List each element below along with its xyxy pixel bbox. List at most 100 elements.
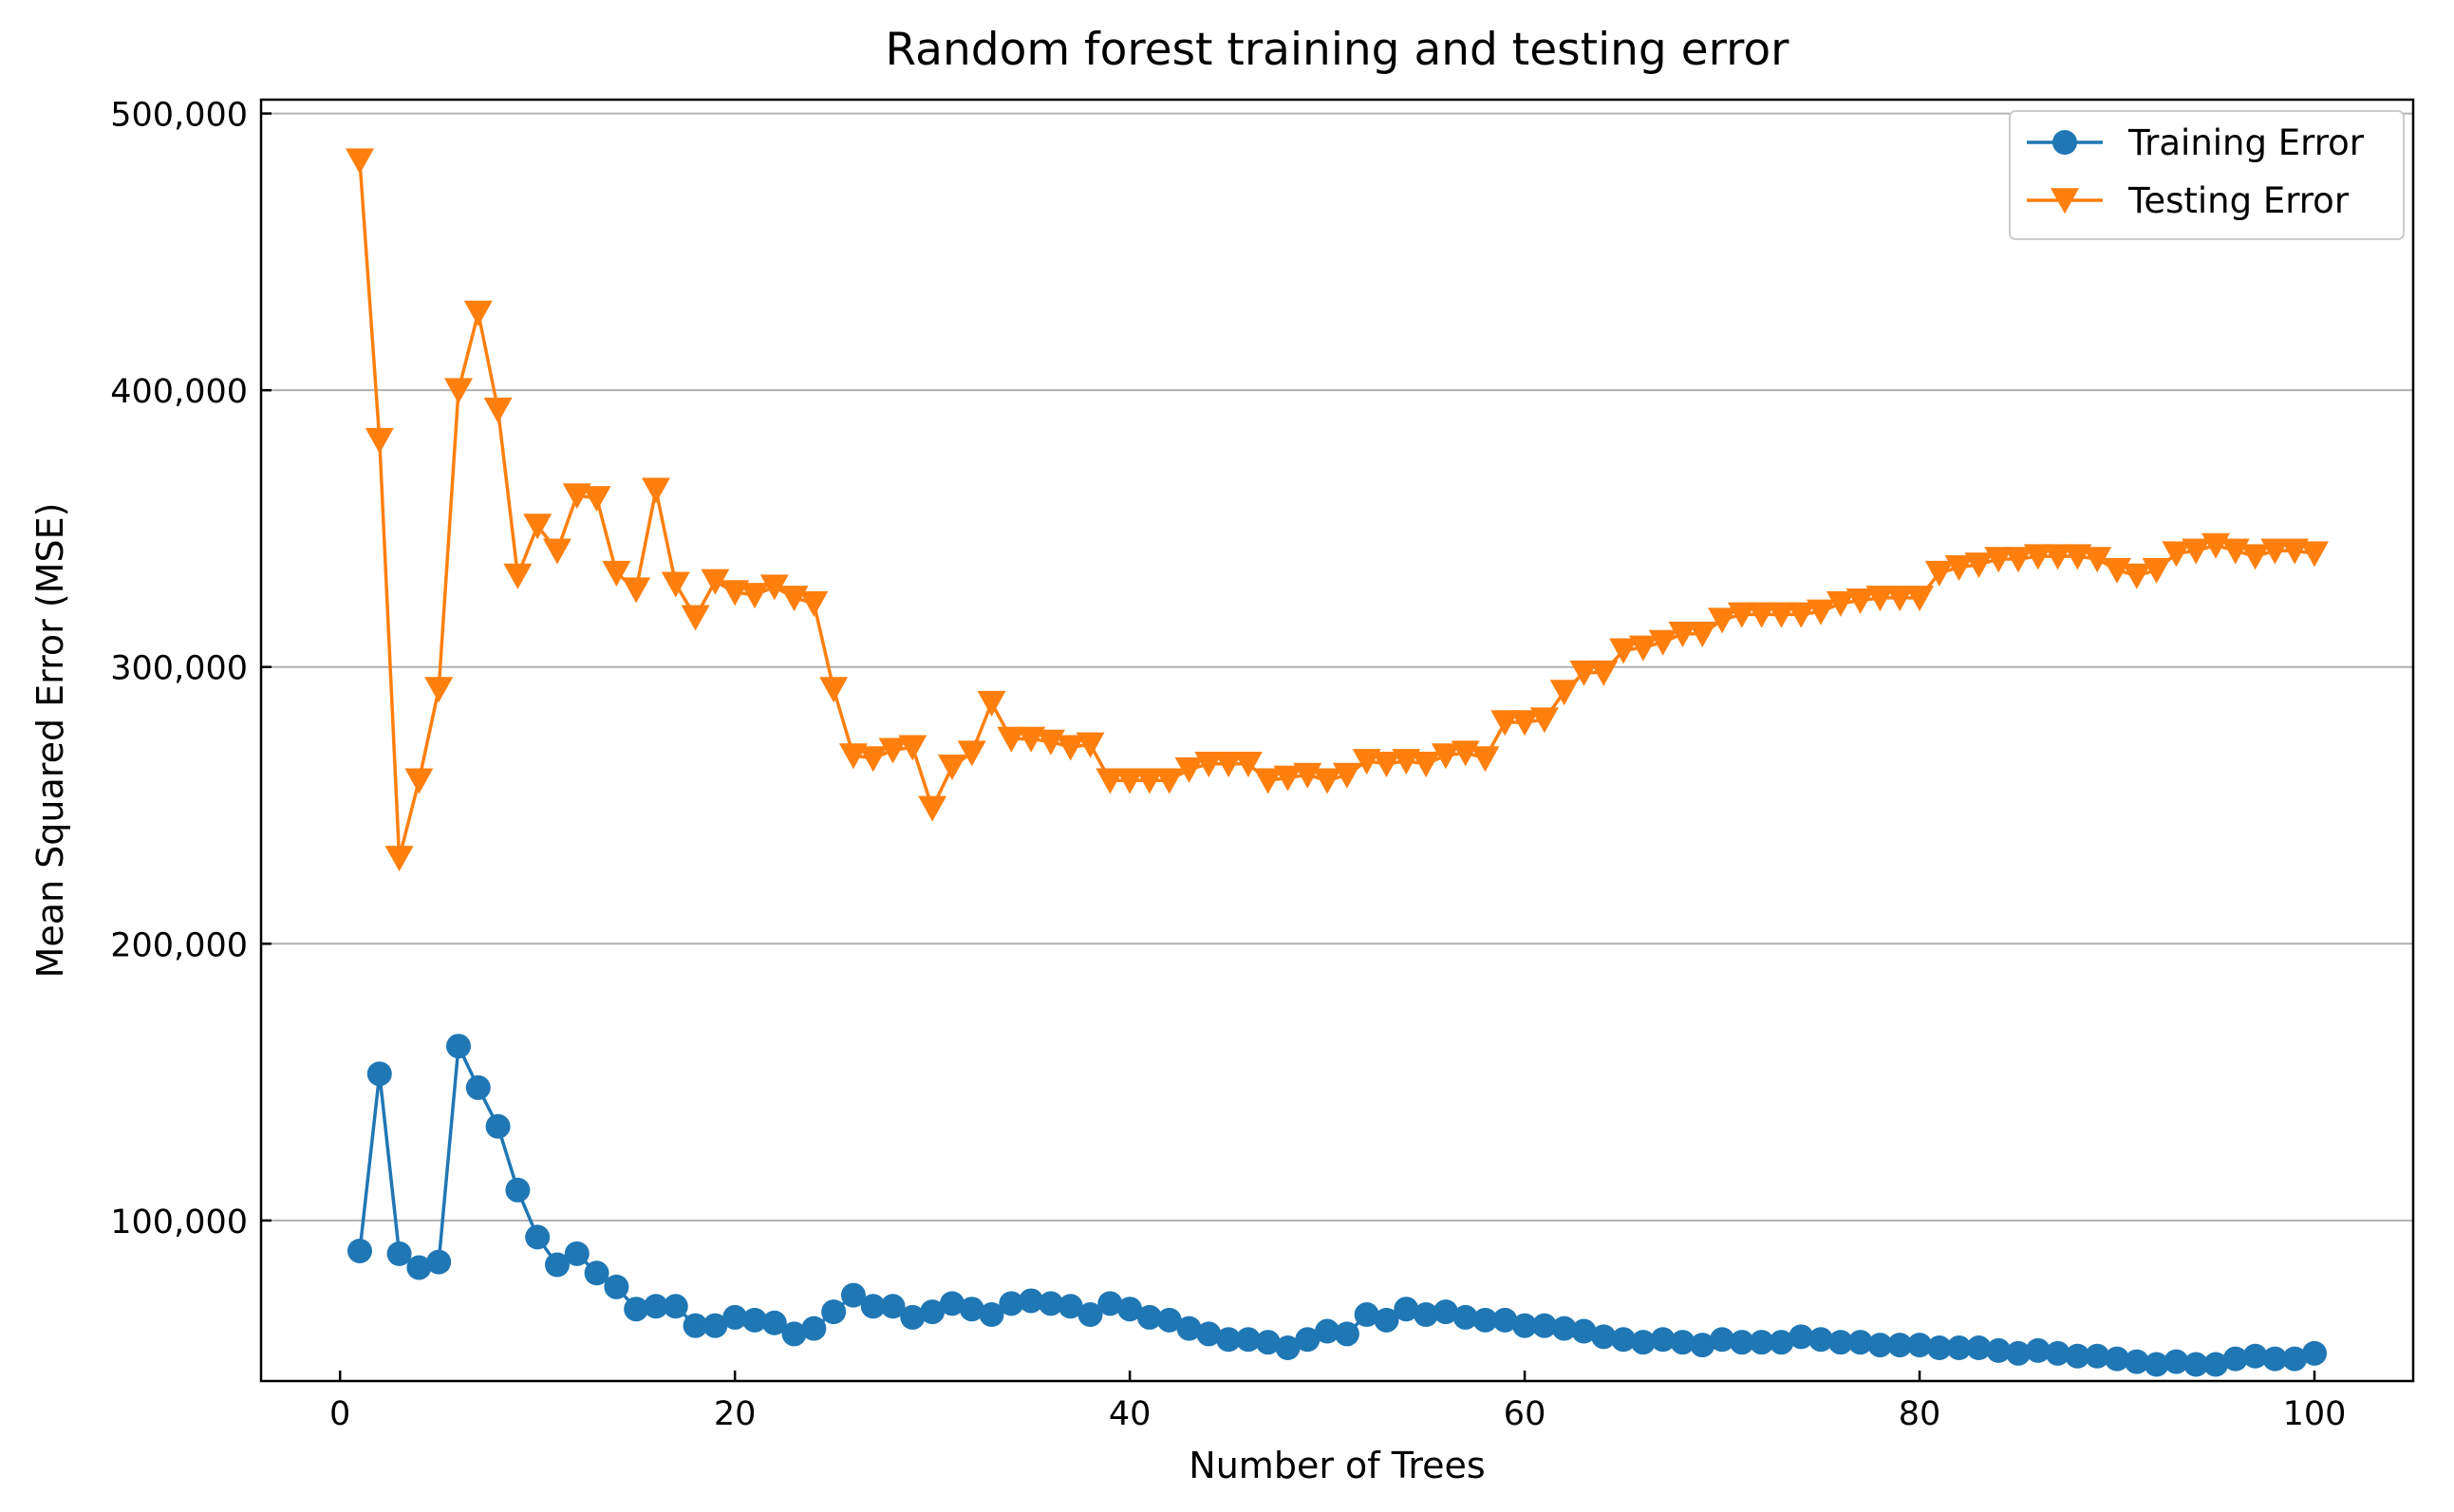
data-point xyxy=(937,754,966,780)
data-point xyxy=(1334,1321,1359,1347)
data-point xyxy=(1115,768,1145,794)
data-point xyxy=(1807,599,1836,625)
data-point xyxy=(1867,1333,1893,1358)
data-point xyxy=(424,677,454,703)
data-point xyxy=(1372,752,1401,778)
data-point xyxy=(1827,1330,1853,1355)
data-point xyxy=(741,1307,767,1333)
data-point xyxy=(1414,1302,1439,1328)
data-point xyxy=(979,1302,1004,1328)
data-point xyxy=(2183,1352,2209,1377)
data-point xyxy=(622,577,651,604)
data-point xyxy=(505,1177,531,1203)
data-point xyxy=(2182,538,2211,565)
data-point xyxy=(959,1297,984,1322)
data-point xyxy=(1865,586,1895,612)
data-point xyxy=(2063,544,2092,570)
legend-entry: Training Error xyxy=(2027,122,2365,163)
legend-label: Testing Error xyxy=(2127,180,2350,221)
x-tick-label: 60 xyxy=(1504,1395,1546,1433)
data-point xyxy=(602,560,631,587)
data-point xyxy=(701,569,730,595)
data-point xyxy=(858,746,888,773)
data-point xyxy=(2240,544,2270,570)
data-point xyxy=(1471,746,1500,773)
data-point xyxy=(2280,538,2310,565)
data-point xyxy=(1966,1335,1992,1361)
data-point xyxy=(1688,621,1717,647)
data-point xyxy=(641,477,670,504)
data-point xyxy=(1549,680,1579,706)
data-point xyxy=(2282,1346,2308,1372)
data-point xyxy=(2164,1349,2189,1374)
data-point xyxy=(1670,1330,1695,1355)
x-tick-label: 100 xyxy=(2283,1395,2347,1433)
data-point xyxy=(1255,1330,1281,1355)
data-point xyxy=(1077,1302,1103,1328)
data-point xyxy=(1885,586,1915,612)
data-point xyxy=(1174,756,1204,783)
data-point xyxy=(1808,1327,1834,1353)
data-point xyxy=(1019,1288,1044,1314)
data-point xyxy=(1710,1327,1735,1353)
data-point xyxy=(1096,768,1125,794)
data-point xyxy=(584,1260,609,1286)
data-point xyxy=(1452,1304,1478,1330)
data-point xyxy=(1826,590,1855,617)
data-point xyxy=(1233,752,1263,778)
data-point xyxy=(463,300,493,327)
data-point xyxy=(1058,1294,1083,1319)
data-point xyxy=(898,735,927,761)
data-point xyxy=(683,1313,708,1338)
data-point xyxy=(2043,544,2072,570)
data-point xyxy=(1216,1327,1242,1353)
data-point xyxy=(721,580,750,607)
data-point xyxy=(1926,1335,1952,1361)
data-point xyxy=(465,1074,491,1100)
data-point xyxy=(722,1304,748,1330)
data-point xyxy=(681,605,710,631)
y-tick-label: 200,000 xyxy=(110,926,248,964)
data-point xyxy=(1433,1299,1458,1325)
data-point xyxy=(1273,765,1302,792)
data-point xyxy=(1097,1291,1123,1316)
data-point xyxy=(624,1297,649,1322)
data-point xyxy=(643,1294,668,1319)
legend-box xyxy=(2009,110,2405,240)
data-point xyxy=(1609,638,1639,664)
data-point xyxy=(781,1321,807,1347)
data-point xyxy=(1472,1307,1498,1333)
data-point xyxy=(1747,602,1776,628)
data-point xyxy=(2065,1343,2090,1369)
legend-swatch-marker xyxy=(2052,130,2077,155)
y-tick-label: 300,000 xyxy=(110,650,248,688)
data-point xyxy=(860,1294,886,1319)
data-point xyxy=(702,1313,728,1338)
data-point xyxy=(1611,1327,1637,1353)
x-tick-label: 40 xyxy=(1109,1395,1152,1433)
data-point xyxy=(1905,586,1935,612)
x-tick-label: 0 xyxy=(329,1395,350,1433)
data-point xyxy=(503,563,533,589)
data-point xyxy=(1214,752,1244,778)
data-point xyxy=(1964,552,1994,579)
data-point xyxy=(1749,1330,1774,1355)
data-point xyxy=(2025,1337,2051,1363)
data-point xyxy=(1295,1327,1321,1353)
data-point xyxy=(1154,768,1184,794)
series-training-error xyxy=(347,1034,2328,1377)
data-point xyxy=(1056,735,1085,761)
data-point xyxy=(801,1316,827,1341)
data-point xyxy=(1907,1333,1933,1358)
data-point xyxy=(1986,1337,2012,1363)
data-point xyxy=(445,1034,471,1059)
data-point xyxy=(1315,1318,1340,1344)
data-point xyxy=(1253,768,1283,794)
data-point xyxy=(1354,1302,1379,1328)
data-point xyxy=(1235,1327,1261,1353)
data-point xyxy=(1727,602,1756,628)
data-point xyxy=(1887,1333,1913,1358)
series-line xyxy=(358,160,2315,860)
axes: 100,000 200,000 300,000 400,000 500,000 0 20 40… xyxy=(110,97,2346,1433)
